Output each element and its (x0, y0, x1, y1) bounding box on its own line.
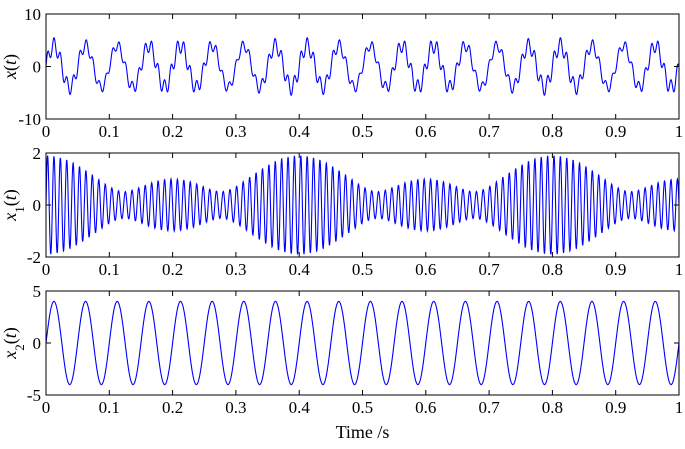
y-tick-label: -2 (27, 248, 41, 267)
series-line-1 (46, 155, 679, 255)
x-tick-label: 1 (675, 122, 684, 141)
x-tick-label: 0.2 (162, 122, 183, 141)
x-tick-label: 0.9 (605, 260, 626, 279)
x-tick-label: 0.6 (415, 398, 436, 417)
y-axis-label: x1(t) (0, 189, 27, 222)
x-tick-label: 0.4 (289, 398, 311, 417)
x-tick-label: 0.7 (478, 122, 500, 141)
y-tick-label: 5 (33, 282, 42, 301)
x-tick-label: 0.8 (542, 398, 563, 417)
x-tick-label: 1 (675, 260, 684, 279)
x-tick-label: 0.6 (415, 122, 436, 141)
x-tick-label: 0.1 (99, 260, 120, 279)
y-tick-label: -10 (18, 110, 41, 129)
y-axis-label: x(t) (0, 54, 21, 80)
x-tick-label: 0 (42, 398, 51, 417)
x-tick-label: 0.7 (478, 398, 500, 417)
y-tick-label: 0 (33, 58, 42, 77)
series-line-1 (46, 37, 679, 96)
y-tick-label: -5 (27, 386, 41, 405)
x-tick-label: 0.5 (352, 260, 373, 279)
y-tick-label: 10 (24, 5, 41, 24)
x-tick-label: 0.8 (542, 260, 563, 279)
x-tick-label: 0.6 (415, 260, 436, 279)
subplot-3: 0 0.1 0.2 0.3 0.4 0.5 0.6 0.7 0.8 0.9 150-5x2(t)Ti… (0, 282, 683, 442)
x-tick-label: 0.4 (289, 260, 311, 279)
y-tick-label: 0 (33, 334, 42, 353)
x-tick-label: 0.3 (225, 122, 246, 141)
x-tick-label: 0.7 (478, 260, 500, 279)
x-tick-label: 0.3 (225, 398, 246, 417)
x-tick-label: 0.1 (99, 122, 120, 141)
x-tick-label: 0.4 (289, 122, 311, 141)
x-axis-label: Time /s (336, 422, 390, 442)
y-tick-label: 2 (33, 144, 42, 163)
y-tick-label: 0 (33, 196, 42, 215)
x-tick-label: 0.2 (162, 398, 183, 417)
x-tick-label: 0.5 (352, 398, 373, 417)
y-axis-label: x2(t) (0, 327, 27, 360)
x-tick-label: 0.9 (605, 122, 626, 141)
x-tick-label: 0 (42, 122, 51, 141)
x-tick-label: 0 (42, 260, 51, 279)
x-tick-label: 0.3 (225, 260, 246, 279)
series-line-1 (46, 300, 679, 386)
x-tick-label: 0.9 (605, 398, 626, 417)
x-tick-label: 0.2 (162, 260, 183, 279)
subplot-2: 0 0.1 0.2 0.3 0.4 0.5 0.6 0.7 0.8 0.9 120-2x1(t) (0, 144, 683, 279)
x-tick-label: 0.1 (99, 398, 120, 417)
x-tick-label: 0.5 (352, 122, 373, 141)
x-tick-label: 1 (675, 398, 684, 417)
x-tick-label: 0.8 (542, 122, 563, 141)
